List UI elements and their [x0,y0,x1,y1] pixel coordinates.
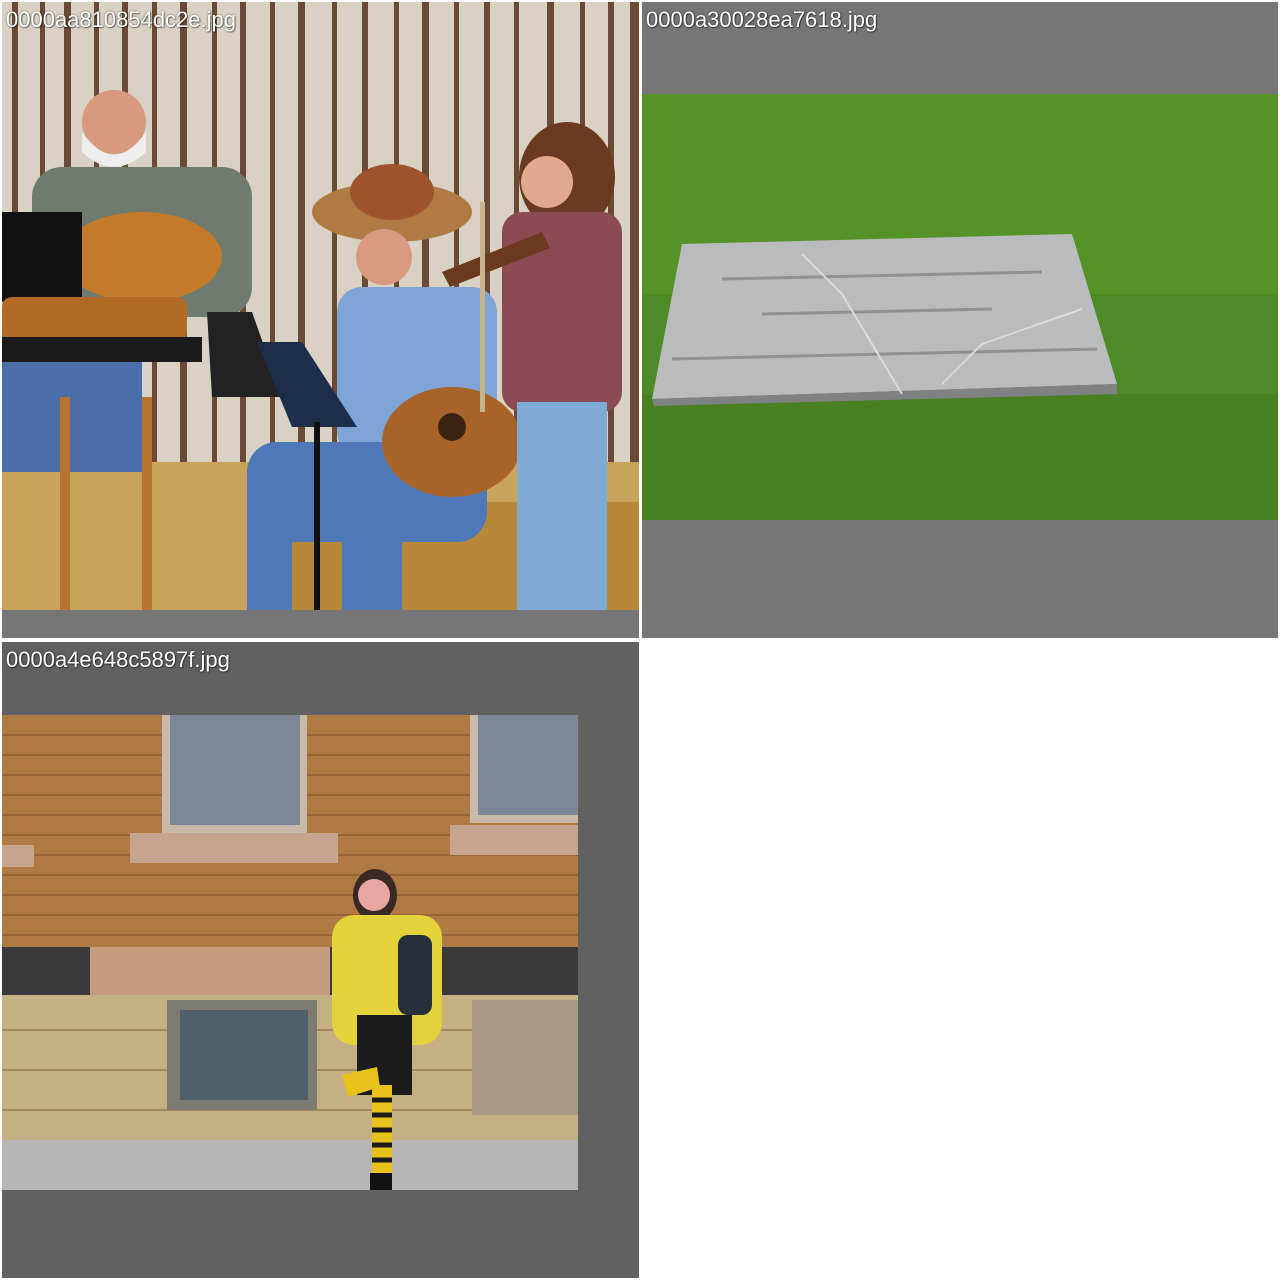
brick-wall-portrait-photo [2,715,578,1190]
empty-grid-slot [642,642,1278,1278]
image-filename-caption: 0000aa810854dc2e.jpg [6,7,237,32]
image-tile-2[interactable]: 0000a30028ea7618.jpg [642,2,1278,638]
image-tile-1[interactable]: 0000aa810854dc2e.jpg [2,2,639,638]
image-tile-3[interactable]: 0000a4e648c5897f.jpg [2,642,639,1278]
grass-plaque-photo [642,94,1278,520]
image-filename-caption: 0000a30028ea7618.jpg [646,7,878,32]
musicians-photo [2,2,639,610]
image-filename-caption: 0000a4e648c5897f.jpg [6,647,230,672]
